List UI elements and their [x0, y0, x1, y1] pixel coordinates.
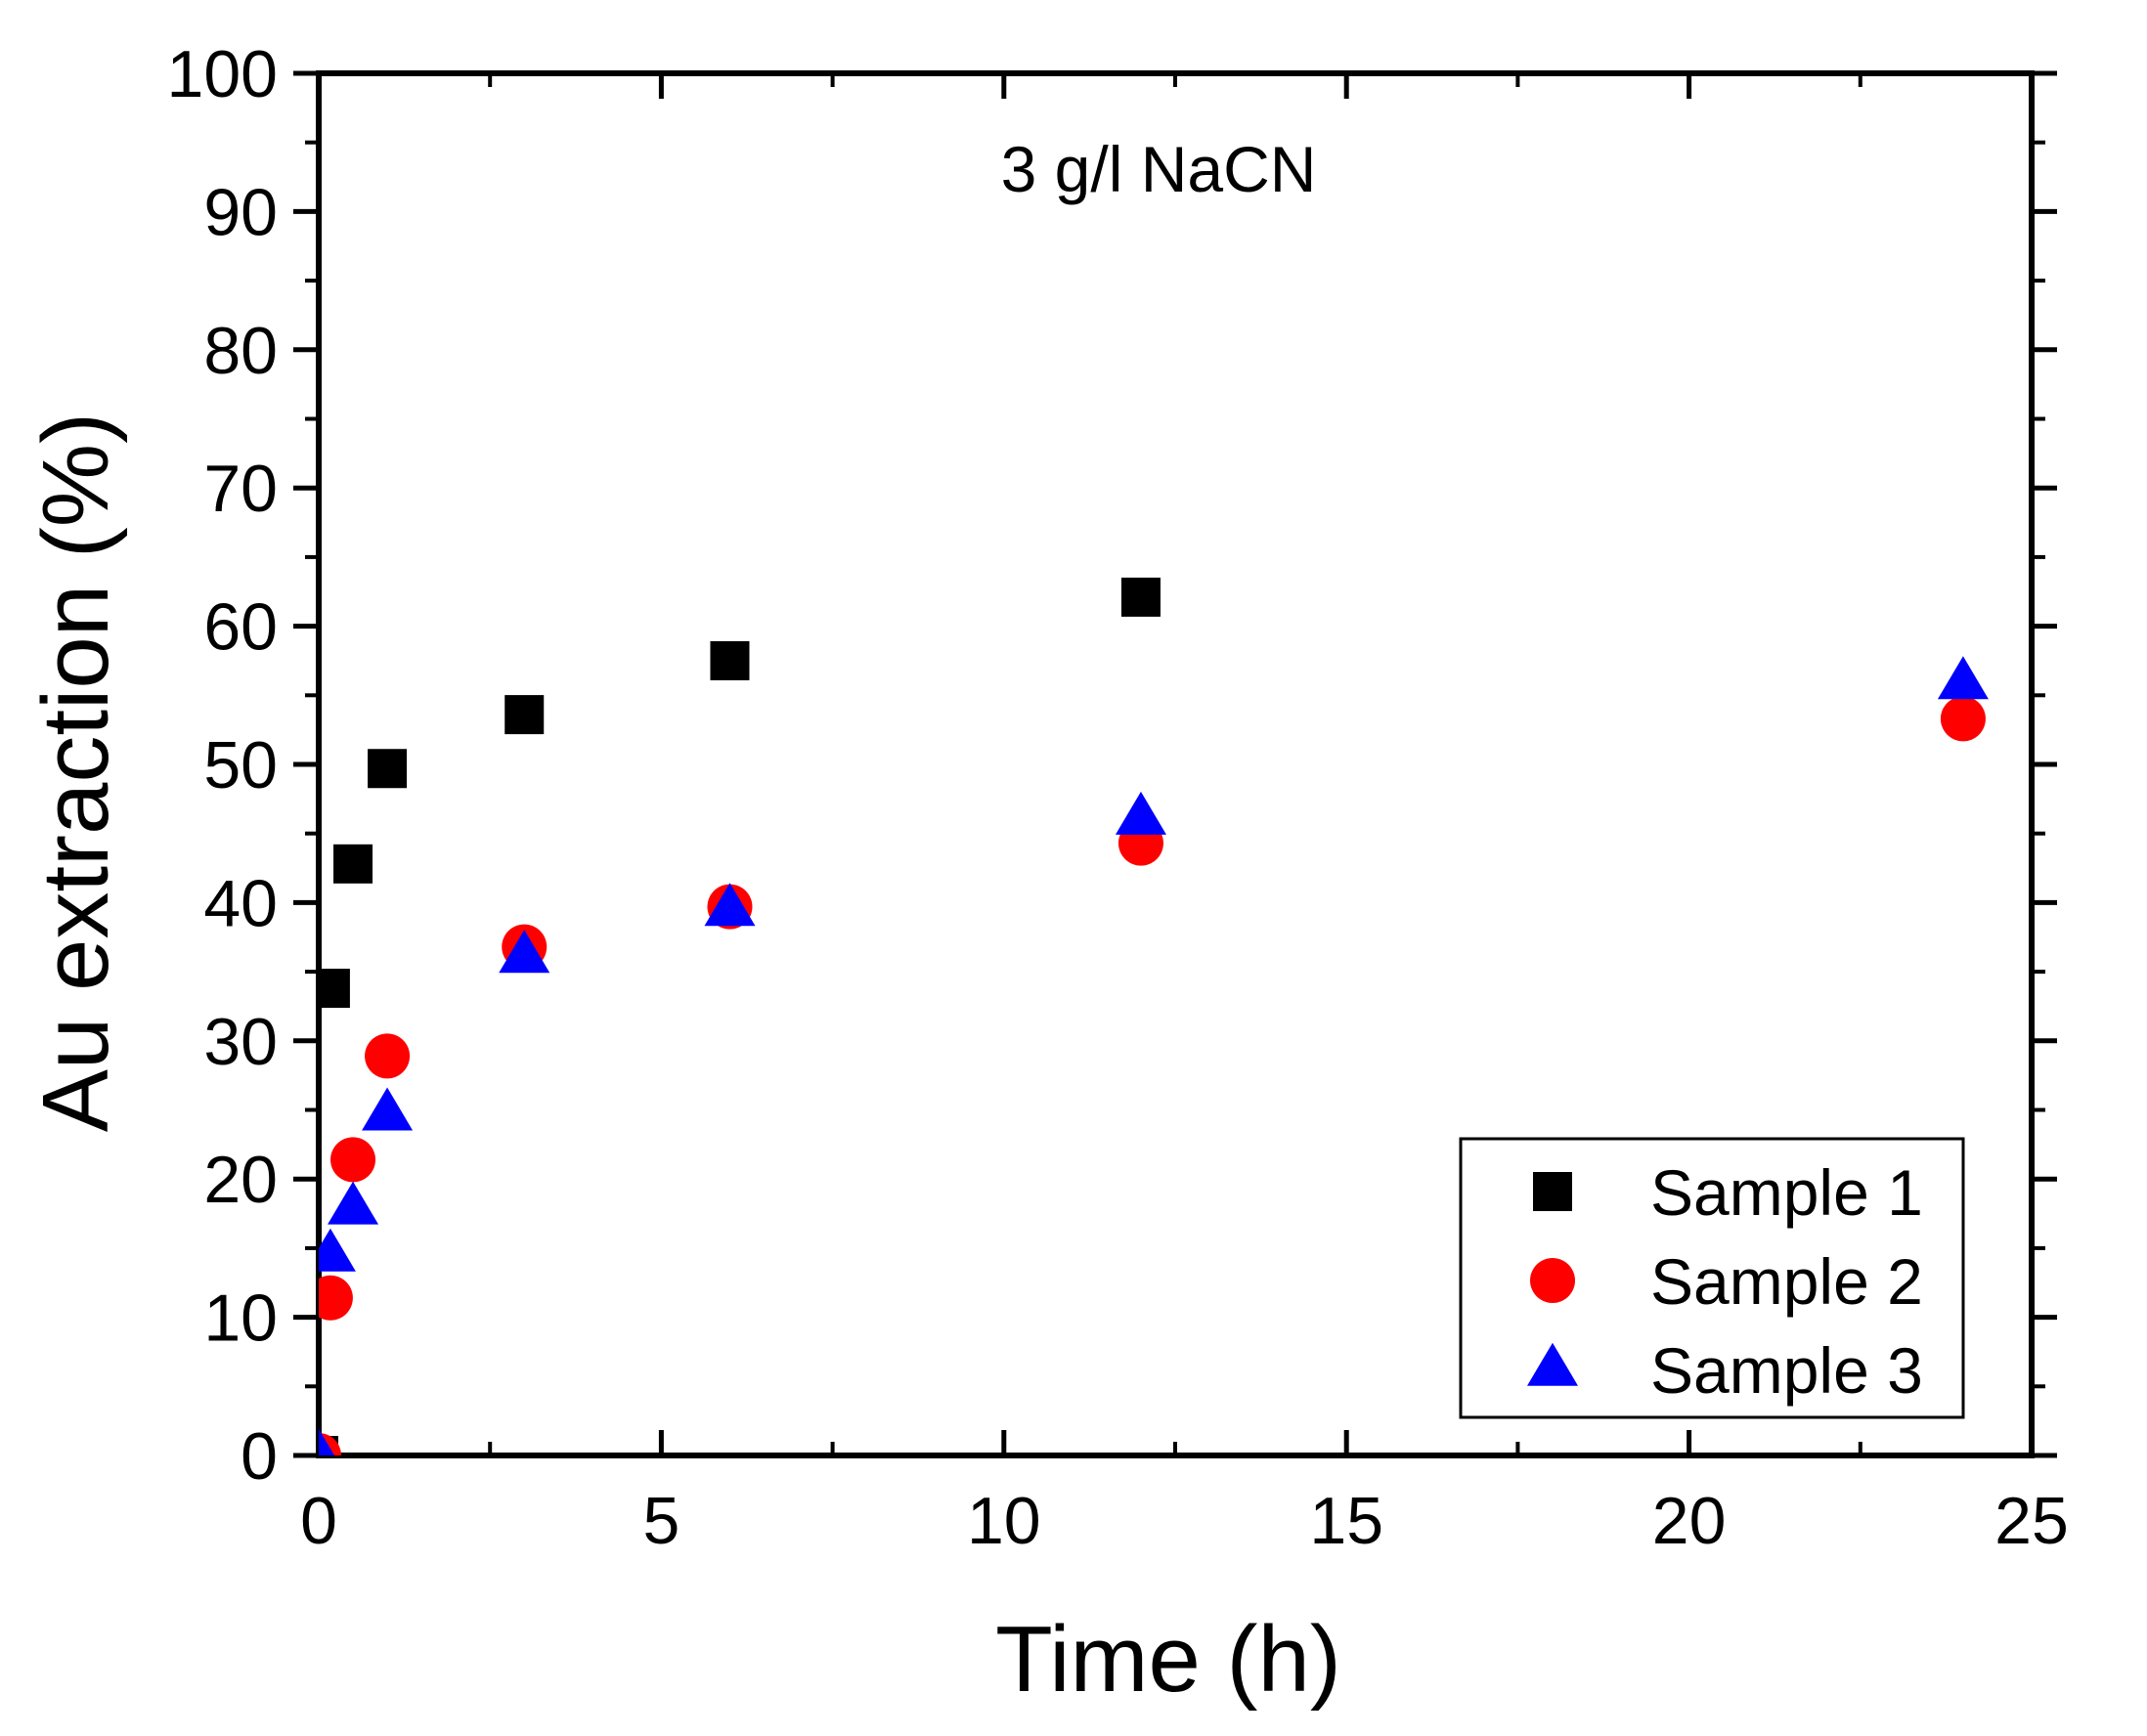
data-point-sample-3: [319, 1428, 335, 1455]
legend-label-sample-3: Sample 3: [1650, 1334, 1923, 1407]
data-point-sample-3: [1937, 656, 1989, 700]
x-tick-label: 20: [1652, 1484, 1727, 1558]
data-point-sample-2: [319, 1275, 353, 1321]
y-tick-label: 50: [203, 728, 278, 803]
x-tick-label: 0: [300, 1484, 337, 1558]
legend-marker-sample-1: [1533, 1172, 1572, 1211]
y-tick-label: 10: [203, 1281, 278, 1356]
y-tick-label: 60: [203, 590, 278, 665]
data-point-sample-1: [333, 844, 373, 884]
data-point-sample-1: [1120, 577, 1161, 617]
y-tick-label: 0: [241, 1419, 278, 1494]
y-tick-label: 40: [203, 866, 278, 940]
data-point-sample-1: [504, 695, 545, 735]
concentration-annotation: 3 g/l NaCN: [1001, 133, 1317, 205]
legend-marker-sample-2: [1530, 1258, 1575, 1303]
data-point-sample-3: [499, 930, 550, 974]
data-series-group: [319, 577, 1989, 1455]
x-tick-label: 15: [1309, 1484, 1383, 1558]
x-tick-label: 25: [1994, 1484, 2069, 1558]
y-tick-label: 70: [203, 452, 278, 526]
y-tick-label: 20: [203, 1143, 278, 1217]
legend-marker-sample-3: [1527, 1342, 1578, 1386]
data-points: [319, 577, 1989, 1455]
data-point-sample-3: [704, 883, 756, 927]
data-point-sample-3: [319, 1228, 356, 1272]
data-point-sample-3: [328, 1181, 379, 1225]
y-tick-label: 30: [203, 1005, 278, 1079]
x-axis-title: Time (h): [995, 1607, 1341, 1712]
x-tick-label: 5: [642, 1484, 679, 1558]
data-point-sample-2: [365, 1033, 411, 1079]
y-axis-title: Au extraction (%): [23, 412, 128, 1132]
data-point-sample-2: [1940, 696, 1986, 742]
axes: 0 5 10 15 20 25 0 10 20 30 40 50 60 70 80 90 100: [167, 37, 2069, 1558]
data-point-sample-1: [368, 749, 408, 789]
legend: Sample 1 Sample 2 Sample 3: [1459, 1137, 1965, 1419]
x-tick-label: 10: [967, 1484, 1041, 1558]
y-tick-label: 80: [203, 314, 278, 388]
data-point-sample-3: [362, 1087, 414, 1131]
data-point-sample-3: [1115, 791, 1166, 835]
data-point-sample-2: [330, 1137, 376, 1183]
data-point-sample-1: [319, 969, 350, 1009]
legend-label-sample-1: Sample 1: [1650, 1156, 1923, 1229]
y-tick-label: 90: [203, 175, 278, 249]
y-tick-label: 100: [167, 37, 278, 111]
legend-label-sample-2: Sample 2: [1650, 1245, 1923, 1318]
data-point-sample-1: [710, 640, 750, 680]
